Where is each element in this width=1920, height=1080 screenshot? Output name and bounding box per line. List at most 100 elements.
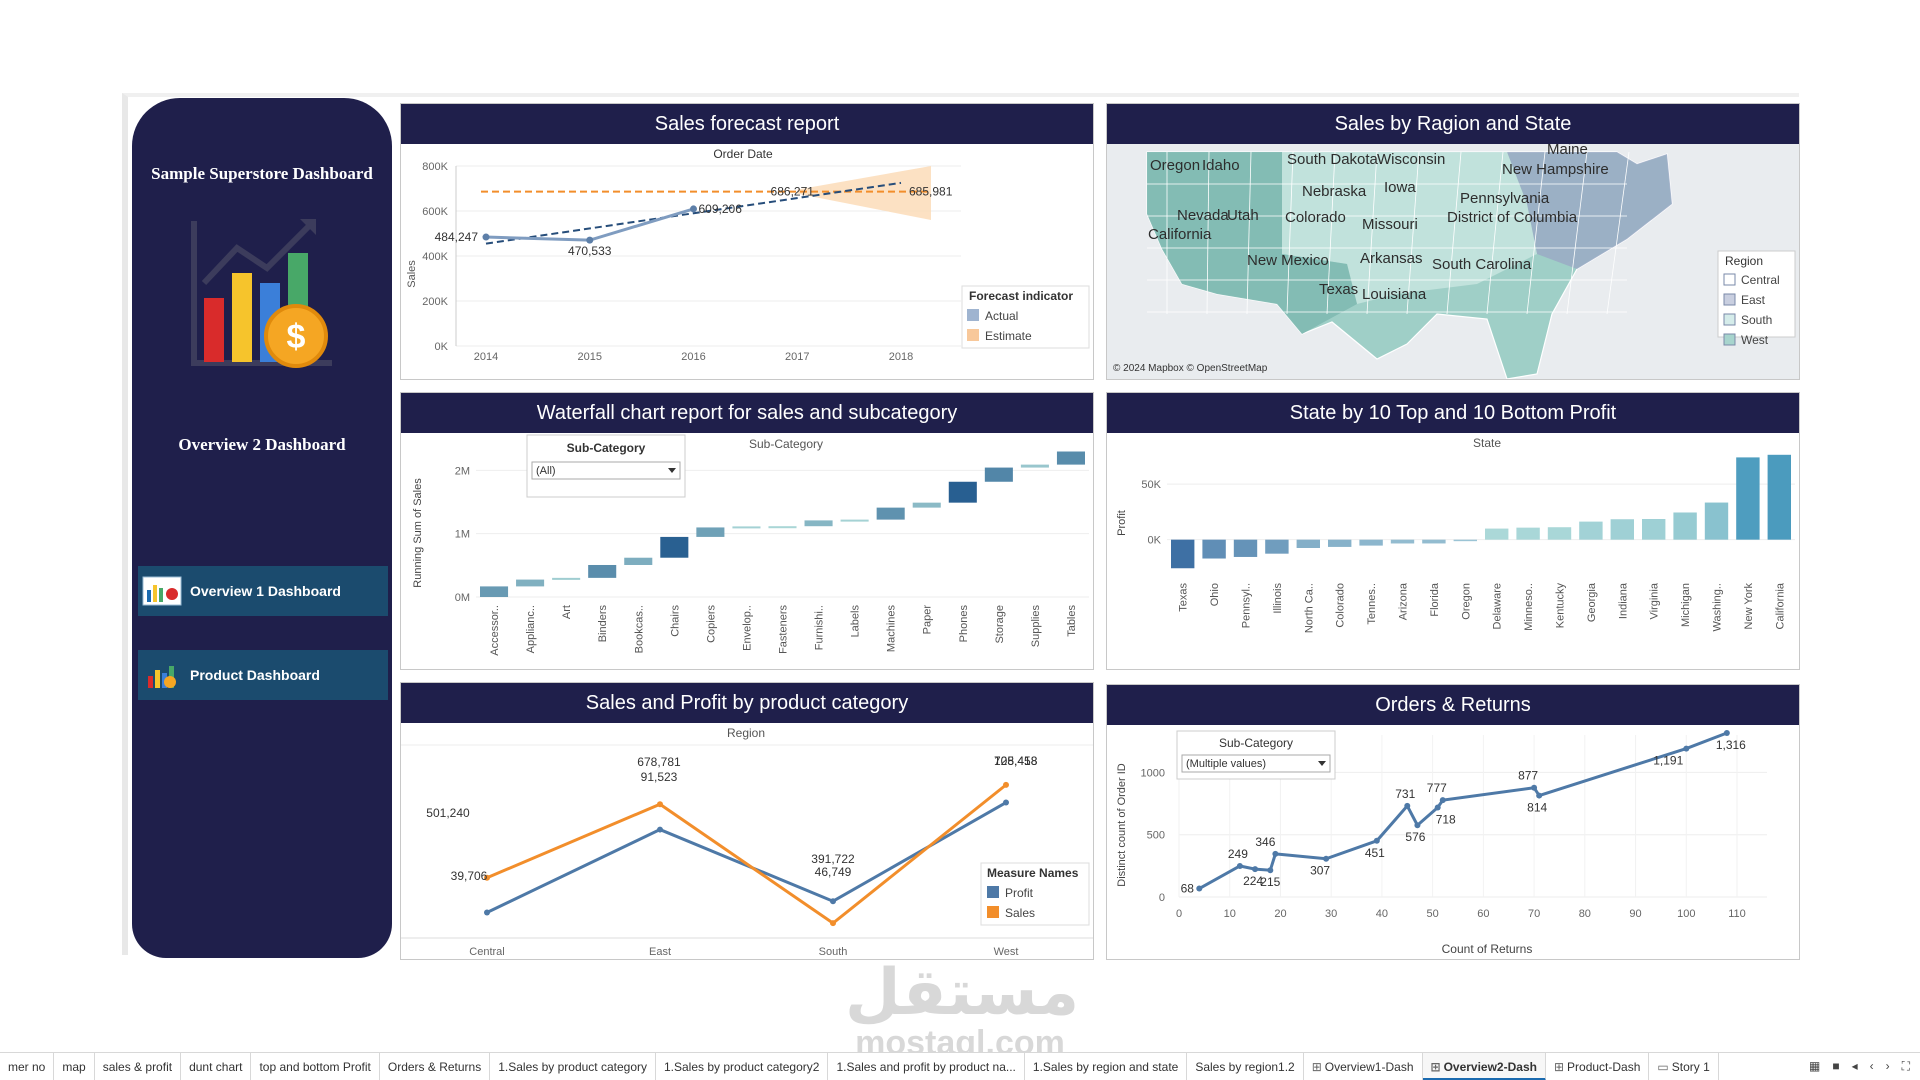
- map-state-label: Nevada: [1177, 207, 1229, 224]
- sales-profit-data-label: 108,418: [994, 754, 1038, 768]
- sales-profit-title: Sales and Profit by product category: [401, 683, 1093, 723]
- profit-x-tick: Texas: [1178, 583, 1190, 612]
- scroll-right-icon[interactable]: ›: [1885, 1059, 1890, 1073]
- forecast-y-tick: 400K: [422, 251, 448, 263]
- scroll-first-icon[interactable]: ◂: [1851, 1059, 1858, 1073]
- map-east-region: [1507, 152, 1672, 269]
- sales-map[interactable]: Oregon Idaho South Dakota Wisconsin Maine New…: [1107, 144, 1800, 380]
- sheet-tab[interactable]: 1.Sales by product category: [490, 1053, 656, 1080]
- profit-bar: [1202, 539, 1226, 559]
- waterfall-filter-label: Sub-Category: [567, 441, 646, 455]
- profit-states-title: State by 10 Top and 10 Bottom Profit: [1107, 393, 1799, 433]
- sheet-tab-label: Sales by region1.2: [1195, 1059, 1295, 1074]
- profit-bar: [1265, 539, 1289, 554]
- orders-x-tick: 0: [1176, 908, 1182, 920]
- waterfall-bar: [1020, 464, 1049, 468]
- orders-point: [1252, 866, 1259, 873]
- orders-ylabel: Distinct count of Order ID: [1116, 763, 1128, 887]
- nav-product-button[interactable]: Product Dashboard: [138, 650, 388, 700]
- sheet-tab[interactable]: dunt chart: [181, 1053, 252, 1080]
- sheet-tab[interactable]: top and bottom Profit: [251, 1053, 380, 1080]
- show-filmstrip-icon[interactable]: ▦: [1808, 1059, 1821, 1073]
- profit-x-tick: Arizona: [1398, 582, 1410, 620]
- waterfall-filter-dropdown: [531, 461, 681, 480]
- map-attribution: © 2024 Mapbox © OpenStreetMap: [1113, 363, 1268, 374]
- sales-forecast-chart[interactable]: Order Date Sales 0K 200K 400K 600K 800K 2014 201…: [401, 144, 1094, 380]
- sales-map-title: Sales by Ragion and State: [1107, 104, 1799, 144]
- sheet-tab[interactable]: map: [54, 1053, 95, 1080]
- sheet-tab[interactable]: ⊞ Overview1-Dash: [1304, 1053, 1423, 1080]
- sheet-tab[interactable]: Orders & Returns: [380, 1053, 491, 1080]
- sheet-tab[interactable]: ▭ Story 1: [1649, 1053, 1719, 1080]
- scroll-left-icon[interactable]: ‹: [1869, 1059, 1874, 1073]
- waterfall-bar: [552, 577, 581, 580]
- sheet-tab-label: 1.Sales by region and state: [1032, 1059, 1179, 1074]
- sales-profit-point: [830, 898, 836, 905]
- sheet-tab[interactable]: mer no: [0, 1053, 55, 1080]
- forecast-data-label: 609,206: [699, 202, 743, 216]
- forecast-legend-title: Forecast indicator: [969, 289, 1073, 303]
- orders-data-label: 451: [1365, 846, 1385, 860]
- fullscreen-icon[interactable]: ⛶: [1901, 1059, 1910, 1073]
- sales-profit-chart[interactable]: Region 39,706 91,523 46,749 108,418 501,240 67…: [401, 723, 1094, 960]
- waterfall-bar: [1056, 451, 1085, 465]
- map-state-label: Nebraska: [1302, 183, 1367, 200]
- sales-profit-legend-item: Sales: [1005, 906, 1035, 920]
- profit-bar: [1422, 539, 1446, 544]
- map-state-border: [1526, 151, 1546, 315]
- nav-overview-1-button[interactable]: Overview 1 Dashboard: [138, 566, 388, 616]
- dashboard-tab-icon: ⊞: [1430, 1059, 1441, 1074]
- dashboard-tab-icon: ⊞: [1553, 1059, 1565, 1074]
- forecast-ylabel: Sales: [406, 260, 418, 288]
- sales-profit-point: [830, 920, 836, 927]
- story-tab-icon: ▭: [1657, 1059, 1669, 1074]
- forecast-legend-item: Actual: [985, 309, 1018, 323]
- forecast-x-tick: 2014: [474, 351, 498, 363]
- sheet-tab[interactable]: 1.Sales by region and state: [1025, 1053, 1188, 1080]
- waterfall-bar: [696, 527, 725, 537]
- forecast-legend-swatch: [967, 329, 979, 341]
- profit-bar: [1736, 457, 1760, 540]
- sales-profit-point: [657, 826, 663, 833]
- show-tabs-icon[interactable]: ■: [1832, 1059, 1840, 1073]
- dashboard-icon: [142, 576, 182, 606]
- orders-returns-panel: Orders & Returns Distinct count of Order…: [1106, 684, 1800, 960]
- sheet-tab-label: 1.Sales and profit by product na...: [836, 1059, 1016, 1074]
- profit-bar: [1610, 519, 1634, 540]
- waterfall-bar: [480, 586, 509, 597]
- profit-states-chart[interactable]: State Profit 0K 50K Texas Ohio Pennsyl.. Illino…: [1107, 433, 1800, 670]
- orders-point: [1404, 802, 1411, 809]
- map-state-border: [1606, 151, 1630, 315]
- profit-x-tick: Washing..: [1712, 583, 1724, 632]
- nav-overview-1-label: Overview 1 Dashboard: [190, 583, 341, 599]
- waterfall-bar: [984, 467, 1013, 482]
- orders-returns-chart[interactable]: Distinct count of Order ID Count of Retur…: [1107, 725, 1800, 960]
- profit-top-label: State: [1473, 436, 1501, 450]
- forecast-legend-item: Estimate: [985, 329, 1032, 343]
- sheet-tab[interactable]: sales & profit: [95, 1053, 182, 1080]
- orders-y-tick: 500: [1147, 830, 1165, 842]
- sales-profit-data-label: 91,523: [641, 770, 678, 784]
- sales-growth-chart-icon: $: [191, 219, 332, 368]
- sheet-tab[interactable]: ⊞ Overview2-Dash: [1422, 1053, 1546, 1080]
- svg-text:$: $: [287, 318, 306, 356]
- sheet-tab[interactable]: ⊞ Product-Dash: [1546, 1053, 1650, 1080]
- orders-x-tick: 40: [1376, 908, 1388, 920]
- sales-profit-x-tick: Central: [469, 946, 504, 958]
- sheet-tab[interactable]: 1.Sales by product category2: [656, 1053, 829, 1080]
- orders-x-tick: 110: [1728, 908, 1746, 920]
- orders-data-label: 718: [1436, 813, 1456, 827]
- sheet-tab[interactable]: 1.Sales and profit by product na...: [828, 1053, 1025, 1080]
- orders-point: [1434, 804, 1441, 811]
- profit-x-tick: Illinois: [1272, 583, 1284, 614]
- waterfall-filter-value: (All): [536, 465, 556, 477]
- sheet-tab[interactable]: Sales by region1.2: [1187, 1053, 1304, 1080]
- profit-x-tick: Oregon: [1460, 583, 1472, 620]
- forecast-data-label: 470,533: [568, 244, 612, 258]
- sales-profit-x-tick: East: [649, 946, 671, 958]
- waterfall-chart[interactable]: Sub-Category Running Sum of Sales 0M 1M 2M Ac…: [401, 433, 1094, 670]
- map-legend-swatch: [1723, 293, 1736, 306]
- orders-data-label: 224: [1243, 874, 1263, 888]
- waterfall-x-tick: Chairs: [669, 605, 681, 637]
- profit-bar: [1579, 521, 1603, 540]
